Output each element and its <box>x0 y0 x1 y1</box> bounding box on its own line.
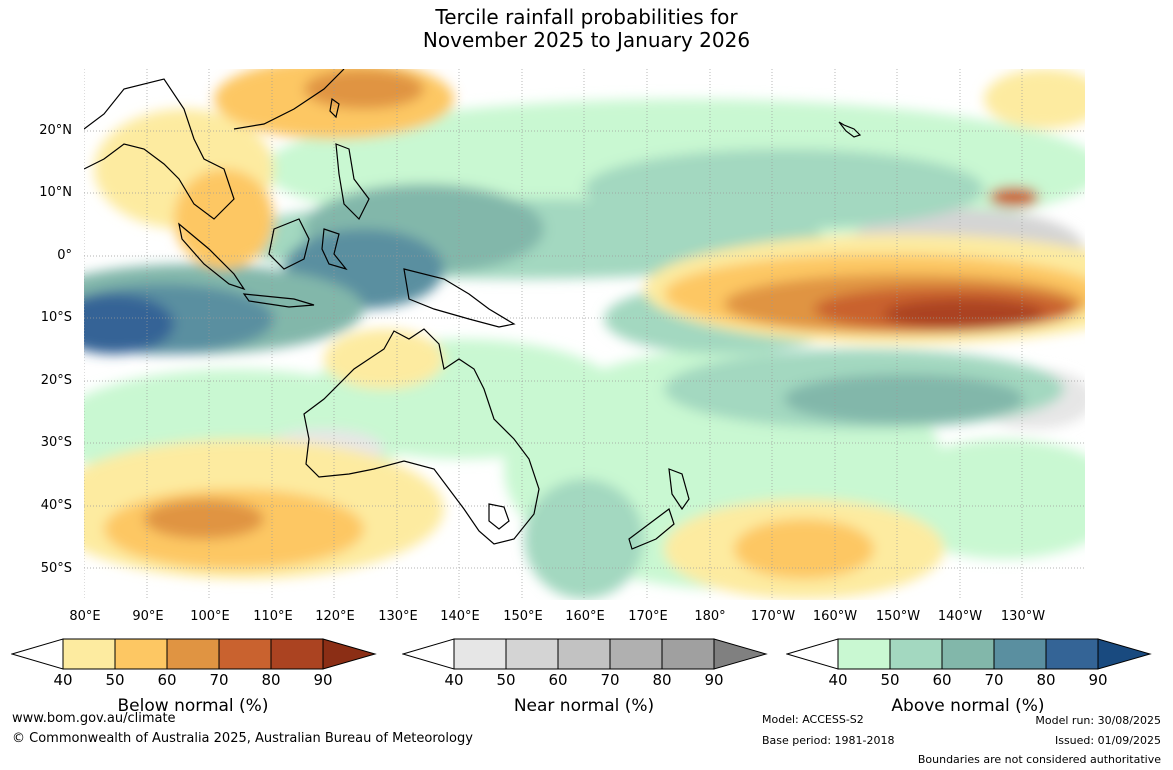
lon-label-130w: 130°W <box>1000 609 1046 624</box>
above-normal-swatch-6 <box>1097 638 1152 670</box>
lon-label-160e: 160°E <box>565 609 605 624</box>
near-normal-tick-90: 90 <box>704 671 724 689</box>
lon-label-120e: 120°E <box>315 609 355 624</box>
near-normal-swatch-3 <box>557 638 611 670</box>
coastlines <box>84 69 862 550</box>
map-title-line-2: November 2025 to January 2026 <box>422 28 751 52</box>
near-normal-tick-60: 60 <box>548 671 568 689</box>
below-normal-tick-40: 40 <box>53 671 73 689</box>
map-title-line-1: Tercile rainfall probabilities for <box>435 5 738 29</box>
lat-label-20s: 20°S <box>40 373 72 388</box>
lat-label-10s: 10°S <box>40 310 72 325</box>
australia-coastline <box>303 328 540 545</box>
lon-label-160w: 160°W <box>812 609 858 624</box>
below-normal-tick-70: 70 <box>209 671 229 689</box>
above-normal-swatch-0 <box>786 638 839 670</box>
lon-label-90e: 90°E <box>132 609 164 624</box>
lat-label-40s: 40°S <box>40 498 72 513</box>
lon-label-140e: 140°E <box>440 609 480 624</box>
above-normal-tick-80: 80 <box>1036 671 1056 689</box>
near-normal-legend-title: Near normal (%) <box>513 696 655 716</box>
near-normal-tick-70: 70 <box>600 671 620 689</box>
hawaii-coastline <box>838 121 862 138</box>
model-run-date: Model run: 30/08/2025 <box>1035 714 1161 727</box>
java-coastline <box>242 293 315 308</box>
below-normal-tick-80: 80 <box>261 671 281 689</box>
lat-label-50s: 50°S <box>40 561 72 576</box>
taiwan-coastline <box>329 97 340 119</box>
near-normal-swatch-5 <box>661 638 715 670</box>
above-normal-tick-50: 50 <box>880 671 900 689</box>
lon-label-130e: 130°E <box>378 609 418 624</box>
boundaries-disclaimer: Boundaries are not considered authoritat… <box>917 753 1161 766</box>
below-normal-swatch-3 <box>166 638 220 670</box>
above-normal-swatch-1 <box>837 638 891 670</box>
below-normal-colorbar <box>11 638 377 670</box>
below-normal-swatch-5 <box>270 638 324 670</box>
above-normal-tick-90: 90 <box>1088 671 1108 689</box>
lon-label-180: 180° <box>694 609 726 624</box>
near-normal-swatch-0 <box>402 638 455 670</box>
near-normal-swatch-1 <box>453 638 507 670</box>
above-normal-tick-60: 60 <box>932 671 952 689</box>
lon-label-110e: 110°E <box>253 609 293 624</box>
lat-label-20n: 20°N <box>39 123 72 138</box>
asia-mainland-coastline <box>84 78 235 220</box>
below-normal-swatch-1 <box>62 638 116 670</box>
lon-label-170e: 170°E <box>628 609 668 624</box>
gridlines <box>84 69 1085 600</box>
lon-label-150w: 150°W <box>875 609 921 624</box>
near-normal-colorbar <box>402 638 768 670</box>
sulawesi-coastline <box>321 228 348 271</box>
lon-label-150e: 150°E <box>503 609 543 624</box>
lon-label-170w: 170°W <box>750 609 796 624</box>
china-coast <box>233 69 345 130</box>
below-normal-tick-60: 60 <box>157 671 177 689</box>
website-link[interactable]: www.bom.gov.au/climate <box>12 711 176 726</box>
probability-shading <box>84 69 1085 599</box>
rainfall-probability-map <box>84 69 1085 600</box>
below-normal-tick-90: 90 <box>313 671 333 689</box>
above-normal-legend-title: Above normal (%) <box>891 696 1045 716</box>
near-normal-tick-50: 50 <box>496 671 516 689</box>
below-normal-swatch-0 <box>11 638 64 670</box>
lat-label-0: 0° <box>57 248 72 263</box>
near-normal-tick-80: 80 <box>652 671 672 689</box>
near-normal-swatch-2 <box>505 638 559 670</box>
below-normal-swatch-4 <box>218 638 272 670</box>
philippines-coastline <box>335 143 370 221</box>
lon-label-140w: 140°W <box>937 609 983 624</box>
sumatra-coastline <box>178 222 246 291</box>
above-normal-tick-40: 40 <box>828 671 848 689</box>
above-normal-swatch-2 <box>889 638 943 670</box>
new-zealand-south-coastline <box>628 508 675 550</box>
below-normal-legend-title: Below normal (%) <box>117 696 269 716</box>
below-normal-swatch-2 <box>114 638 168 670</box>
above-normal-colorbar <box>786 638 1152 670</box>
near-normal-swatch-4 <box>609 638 663 670</box>
tasmania-coastline <box>488 503 510 530</box>
lon-label-80e: 80°E <box>69 609 101 624</box>
above-normal-swatch-3 <box>941 638 995 670</box>
borneo-coastline <box>268 218 310 270</box>
copyright-text: © Commonwealth of Australia 2025, Austra… <box>12 731 473 746</box>
issued-date: Issued: 01/09/2025 <box>1054 734 1161 747</box>
above-normal-swatch-5 <box>1045 638 1099 670</box>
below-normal-tick-50: 50 <box>105 671 125 689</box>
below-normal-swatch-6 <box>322 638 377 670</box>
new-zealand-north-coastline <box>668 468 690 511</box>
model-name: Model: ACCESS-S2 <box>762 713 864 726</box>
above-normal-tick-70: 70 <box>984 671 1004 689</box>
near-normal-swatch-6 <box>713 638 768 670</box>
lon-label-100e: 100°E <box>190 609 230 624</box>
lat-label-10n: 10°N <box>39 185 72 200</box>
near-normal-tick-40: 40 <box>444 671 464 689</box>
above-normal-swatch-4 <box>993 638 1047 670</box>
base-period: Base period: 1981-2018 <box>762 734 895 747</box>
new-guinea-coastline <box>403 268 516 328</box>
lat-label-30s: 30°S <box>40 435 72 450</box>
